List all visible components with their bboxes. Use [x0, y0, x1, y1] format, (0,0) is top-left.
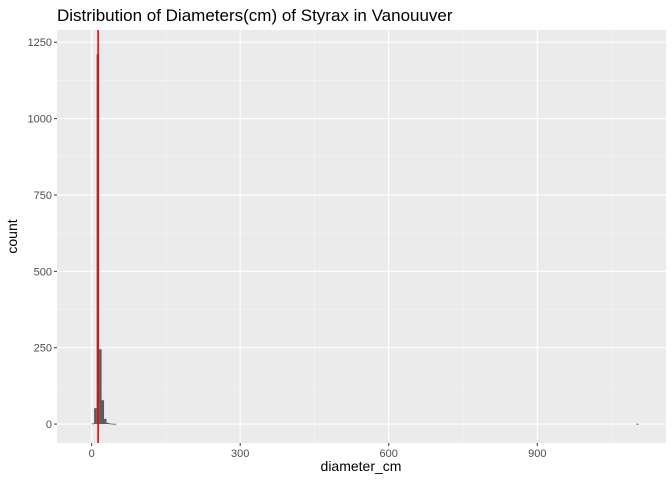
- y-tick-label: 500: [34, 266, 52, 278]
- y-tick-label: 0: [46, 419, 52, 431]
- x-axis-label: diameter_cm: [321, 458, 402, 474]
- histogram-bar: [94, 408, 97, 425]
- plot-panel: [57, 30, 666, 443]
- x-tick-label: 900: [528, 448, 546, 460]
- y-tick-label: 250: [34, 343, 52, 355]
- histogram-bar: [104, 418, 107, 425]
- grid-minor: [57, 30, 666, 443]
- histogram-bar: [108, 423, 112, 425]
- grid-major: [57, 30, 666, 443]
- y-tick-label: 1000: [28, 114, 52, 126]
- histogram-bar: [106, 422, 109, 425]
- y-axis-ticks: 0 250 500 750 1000 1250: [28, 37, 57, 431]
- x-axis-ticks: 0 300 600 900: [89, 443, 546, 460]
- histogram-bar: [113, 423, 117, 425]
- histogram-bar: [99, 349, 102, 425]
- histogram-bar: [91, 423, 95, 425]
- x-tick-label: 300: [231, 448, 249, 460]
- chart-title: Distribution of Diameters(cm) of Styrax …: [57, 6, 453, 25]
- y-tick-label: 750: [34, 190, 52, 202]
- histogram-bar: [636, 423, 639, 425]
- x-tick-label: 0: [89, 448, 95, 460]
- y-tick-label: 1250: [28, 37, 52, 49]
- x-tick-label: 600: [380, 448, 398, 460]
- histogram-bar: [111, 423, 114, 425]
- histogram-bar: [101, 400, 105, 425]
- y-axis-label: count: [4, 219, 20, 253]
